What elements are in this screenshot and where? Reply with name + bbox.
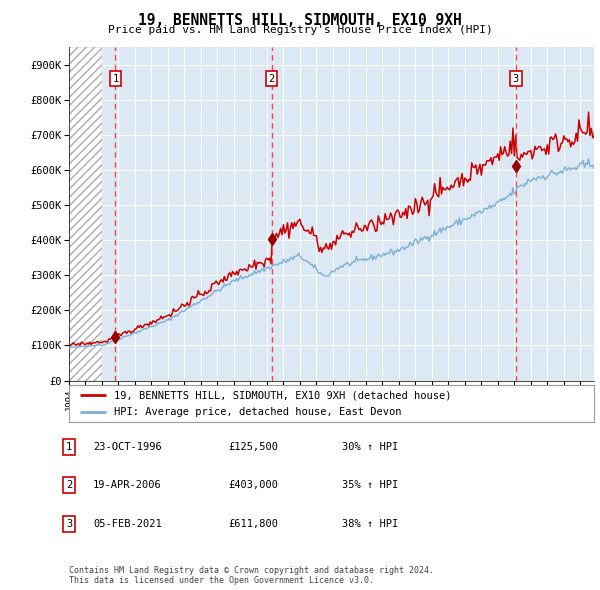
Text: 19, BENNETTS HILL, SIDMOUTH, EX10 9XH (detached house): 19, BENNETTS HILL, SIDMOUTH, EX10 9XH (d…	[113, 390, 451, 400]
Text: 2: 2	[269, 74, 275, 84]
Text: 23-OCT-1996: 23-OCT-1996	[93, 442, 162, 452]
Text: 1: 1	[112, 74, 118, 84]
Text: £403,000: £403,000	[228, 480, 278, 490]
Text: 38% ↑ HPI: 38% ↑ HPI	[342, 519, 398, 529]
Bar	[69, 47, 102, 381]
Text: £125,500: £125,500	[228, 442, 278, 452]
Text: 30% ↑ HPI: 30% ↑ HPI	[342, 442, 398, 452]
Text: 35% ↑ HPI: 35% ↑ HPI	[342, 480, 398, 490]
Text: 2: 2	[66, 480, 72, 490]
Text: HPI: Average price, detached house, East Devon: HPI: Average price, detached house, East…	[113, 407, 401, 417]
Text: 05-FEB-2021: 05-FEB-2021	[93, 519, 162, 529]
Text: 19-APR-2006: 19-APR-2006	[93, 480, 162, 490]
Text: 3: 3	[66, 519, 72, 529]
Text: Contains HM Land Registry data © Crown copyright and database right 2024.
This d: Contains HM Land Registry data © Crown c…	[69, 566, 434, 585]
Text: Price paid vs. HM Land Registry's House Price Index (HPI): Price paid vs. HM Land Registry's House …	[107, 25, 493, 35]
Text: £611,800: £611,800	[228, 519, 278, 529]
FancyBboxPatch shape	[69, 385, 594, 422]
Text: 1: 1	[66, 442, 72, 452]
Text: 3: 3	[512, 74, 519, 84]
Text: 19, BENNETTS HILL, SIDMOUTH, EX10 9XH: 19, BENNETTS HILL, SIDMOUTH, EX10 9XH	[138, 13, 462, 28]
